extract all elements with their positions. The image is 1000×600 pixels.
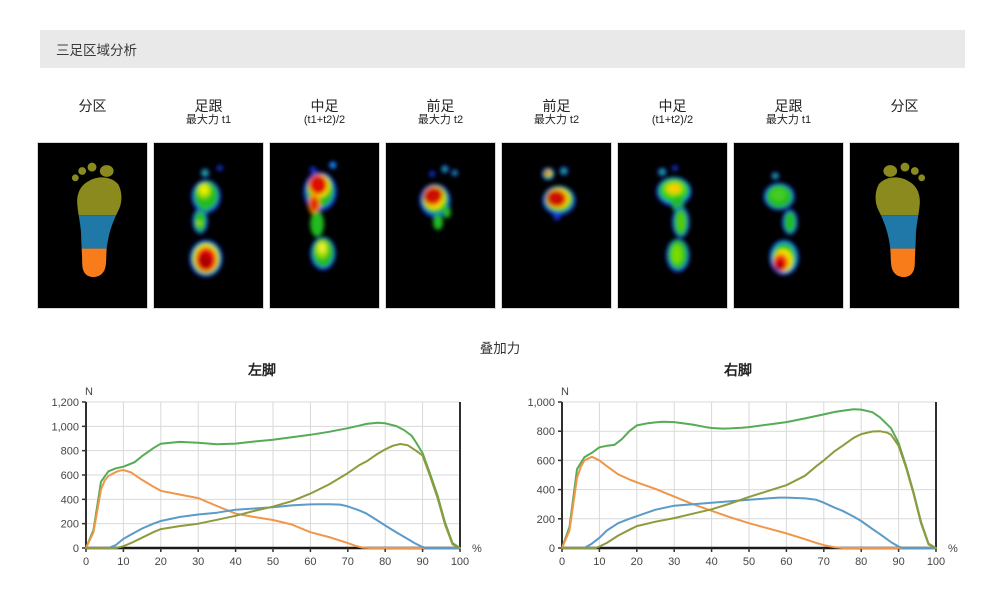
panel-left-midfoot: 中足 (t1+t2)/2	[269, 98, 380, 309]
svg-text:70: 70	[342, 556, 354, 568]
svg-text:400: 400	[537, 485, 555, 497]
panel-left-heel: 足跟 最大力 t1	[153, 98, 264, 309]
svg-text:50: 50	[743, 556, 755, 568]
svg-text:0: 0	[73, 543, 79, 555]
svg-text:%: %	[948, 543, 958, 555]
panel-title: 中足	[310, 98, 339, 114]
svg-text:80: 80	[379, 556, 391, 568]
panel-right-midfoot: 中足 (t1+t2)/2	[617, 98, 728, 309]
panel-left-zones: 分区	[37, 98, 148, 309]
left-foot-chart-block: 左脚 0 10 20 30 40 50 60 70 80 90 100 0 200 400 600 800 1,…	[38, 360, 486, 582]
foot-image-left-zones	[37, 142, 148, 309]
svg-text:70: 70	[818, 556, 830, 568]
panel-right-zones: 分区	[849, 98, 960, 309]
svg-text:90: 90	[892, 556, 904, 568]
svg-text:0: 0	[83, 556, 89, 568]
svg-text:20: 20	[155, 556, 167, 568]
svg-text:30: 30	[192, 556, 204, 568]
foot-image-right-heel-pressure	[733, 142, 844, 309]
svg-text:1,000: 1,000	[51, 421, 79, 433]
svg-text:20: 20	[631, 556, 643, 568]
panel-subtitle: 最大力 t1	[765, 114, 812, 126]
svg-text:40: 40	[229, 556, 241, 568]
panel-title: 中足	[658, 98, 687, 114]
left-foot-chart-title: 左脚	[248, 362, 276, 378]
svg-text:200: 200	[61, 519, 79, 531]
panel-left-forefoot: 前足 最大力 t2	[385, 98, 496, 309]
charts-section-title: 叠加力	[479, 341, 521, 356]
svg-text:90: 90	[416, 556, 428, 568]
section-header: 三足区域分析	[40, 30, 965, 68]
foot-image-right-midfoot-pressure	[617, 142, 728, 309]
panel-subtitle: (t1+t2)/2	[651, 114, 694, 126]
panel-subtitle: 最大力 t1	[185, 114, 232, 126]
charts-row: 左脚 0 10 20 30 40 50 60 70 80 90 100 0 200 400 600 800 1,…	[38, 360, 962, 582]
foot-image-right-forefoot-pressure	[501, 142, 612, 309]
svg-text:800: 800	[61, 446, 79, 458]
svg-text:%: %	[472, 543, 482, 555]
svg-text:60: 60	[304, 556, 316, 568]
panel-title: 分区	[78, 98, 107, 114]
svg-text:0: 0	[549, 543, 555, 555]
left-foot-force-chart: 0 10 20 30 40 50 60 70 80 90 100 0 200 400 600 800 1,000…	[51, 386, 482, 568]
panel-subtitle: 最大力 t2	[417, 114, 464, 126]
svg-text:100: 100	[451, 556, 469, 568]
svg-text:200: 200	[537, 514, 555, 526]
right-foot-chart-block: 右脚 0 10 20 30 40 50 60 70 80 90 100 0 200 400 600 800 1,…	[514, 360, 962, 582]
svg-text:60: 60	[780, 556, 792, 568]
panel-title: 分区	[890, 98, 919, 114]
foot-image-left-forefoot-pressure	[385, 142, 496, 309]
svg-text:30: 30	[668, 556, 680, 568]
panel-title: 前足	[542, 98, 571, 114]
svg-text:1,000: 1,000	[527, 397, 555, 409]
svg-text:400: 400	[61, 494, 79, 506]
svg-text:100: 100	[927, 556, 945, 568]
panel-subtitle: (t1+t2)/2	[303, 114, 346, 126]
panel-title: 前足	[426, 98, 455, 114]
svg-text:80: 80	[855, 556, 867, 568]
foot-image-right-zones	[849, 142, 960, 309]
svg-text:10: 10	[593, 556, 605, 568]
svg-text:600: 600	[537, 455, 555, 467]
panel-right-forefoot: 前足 最大力 t2	[501, 98, 612, 309]
svg-text:600: 600	[61, 470, 79, 482]
foot-image-left-heel-pressure	[153, 142, 264, 309]
svg-text:0: 0	[559, 556, 565, 568]
svg-text:1,200: 1,200	[51, 397, 79, 409]
svg-text:50: 50	[267, 556, 279, 568]
panel-title: 足跟	[194, 98, 223, 114]
foot-panel-row: 分区 足跟 最大力 t1	[37, 98, 965, 309]
svg-text:N: N	[85, 386, 93, 398]
right-foot-chart-title: 右脚	[724, 362, 752, 378]
svg-text:800: 800	[537, 426, 555, 438]
panel-right-heel: 足跟 最大力 t1	[733, 98, 844, 309]
foot-image-left-midfoot-pressure	[269, 142, 380, 309]
svg-text:10: 10	[117, 556, 129, 568]
panel-title: 足跟	[774, 98, 803, 114]
section-title: 三足区域分析	[56, 43, 137, 58]
panel-subtitle: 最大力 t2	[533, 114, 580, 126]
svg-text:40: 40	[705, 556, 717, 568]
right-foot-force-chart: 0 10 20 30 40 50 60 70 80 90 100 0 200 400 600 800 1,000…	[527, 386, 958, 568]
svg-text:N: N	[561, 386, 569, 398]
